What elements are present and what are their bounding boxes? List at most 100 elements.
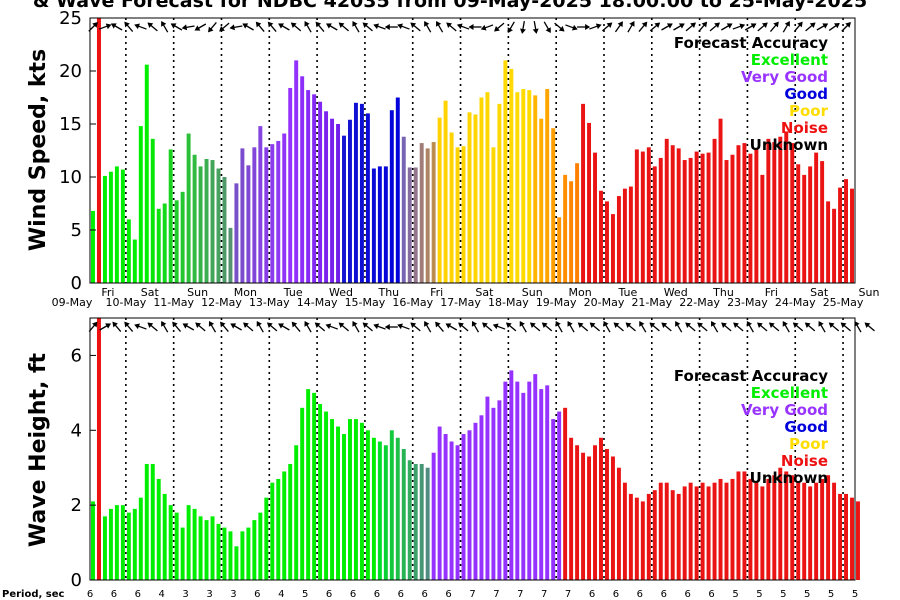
bar	[383, 166, 388, 283]
bar	[270, 144, 275, 283]
period-label: 3	[182, 589, 188, 600]
direction-arrow	[424, 20, 432, 33]
x-day-label: Fri	[765, 286, 778, 299]
bar	[258, 126, 263, 284]
bar	[413, 167, 418, 283]
bar	[330, 118, 335, 283]
bar	[497, 103, 502, 283]
bar	[234, 183, 239, 283]
bar	[832, 482, 837, 580]
x-date-label: 23-May	[727, 296, 768, 309]
direction-arrow	[603, 320, 611, 333]
bar	[120, 169, 125, 283]
bar	[748, 478, 753, 580]
bar	[210, 516, 215, 580]
direction-arrow	[456, 23, 470, 30]
bar	[563, 174, 568, 283]
direction-arrow	[854, 320, 862, 333]
bar	[766, 478, 771, 580]
bar	[467, 430, 472, 580]
bar	[222, 527, 227, 580]
direction-arrow	[818, 320, 826, 333]
bar	[503, 381, 508, 580]
bar	[419, 143, 424, 283]
direction-arrow	[325, 323, 338, 330]
direction-arrow	[435, 321, 444, 333]
period-label: 6	[87, 589, 93, 600]
direction-arrow	[338, 322, 350, 332]
bar	[108, 508, 113, 580]
direction-arrow	[577, 24, 591, 30]
bar	[443, 100, 448, 284]
direction-arrow	[589, 322, 601, 332]
bar	[132, 239, 137, 283]
direction-arrow	[804, 322, 816, 332]
direction-arrow	[711, 320, 719, 333]
direction-arrow	[315, 21, 325, 33]
bar	[377, 166, 382, 283]
period-label: 4	[278, 589, 284, 600]
bar	[132, 508, 137, 580]
bar	[461, 146, 466, 283]
bar	[144, 463, 149, 580]
period-label: 6	[589, 589, 595, 600]
bar	[425, 467, 430, 580]
bar	[431, 452, 436, 580]
bar	[246, 527, 251, 580]
legend-entry: Good	[784, 85, 828, 103]
direction-arrow	[519, 320, 527, 333]
bar	[718, 478, 723, 580]
bar	[228, 531, 233, 580]
plot-frame	[89, 17, 856, 284]
bar	[485, 92, 490, 283]
bar	[509, 370, 514, 580]
bar	[581, 103, 586, 283]
direction-arrow	[134, 23, 147, 30]
bar	[700, 482, 705, 580]
x-date-label: 12-May	[201, 296, 242, 309]
bar	[808, 486, 813, 580]
period-label: 6	[254, 589, 260, 600]
direction-arrow	[266, 322, 278, 332]
bar	[419, 463, 424, 580]
direction-arrow	[565, 24, 578, 31]
period-label: 5	[828, 589, 834, 600]
bar	[658, 482, 663, 580]
x-day-label: Fri	[430, 286, 443, 299]
x-date-label: 10-May	[106, 296, 147, 309]
x-day-label: Mon	[568, 286, 591, 299]
direction-arrow	[267, 21, 277, 33]
x-date-label: 09-May	[52, 296, 93, 309]
direction-arrow	[314, 322, 326, 332]
bar	[700, 153, 705, 283]
direction-arrow	[256, 320, 264, 333]
bar	[102, 516, 107, 580]
period-label: 5	[852, 589, 858, 600]
bar	[407, 460, 412, 580]
direction-arrow	[614, 21, 623, 33]
bar	[401, 136, 406, 283]
direction-arrow	[601, 22, 613, 32]
x-date-label: 19-May	[536, 296, 577, 309]
direction-arrow	[625, 322, 636, 332]
bar	[312, 94, 317, 283]
direction-arrow	[480, 24, 494, 31]
bar	[736, 471, 741, 580]
bar	[168, 505, 173, 580]
bar	[850, 497, 854, 580]
bar	[425, 148, 430, 283]
legend-entry: Very Good	[741, 68, 828, 86]
period-label: 3	[206, 589, 212, 600]
direction-arrow	[445, 323, 458, 331]
bar	[826, 475, 831, 580]
bar	[640, 501, 645, 580]
bar	[682, 160, 687, 283]
bar	[318, 101, 323, 284]
direction-arrow	[828, 322, 840, 332]
direction-arrow	[410, 322, 421, 332]
bar	[102, 175, 107, 283]
bar	[569, 181, 574, 283]
direction-arrow	[255, 21, 265, 33]
bar	[670, 145, 675, 283]
